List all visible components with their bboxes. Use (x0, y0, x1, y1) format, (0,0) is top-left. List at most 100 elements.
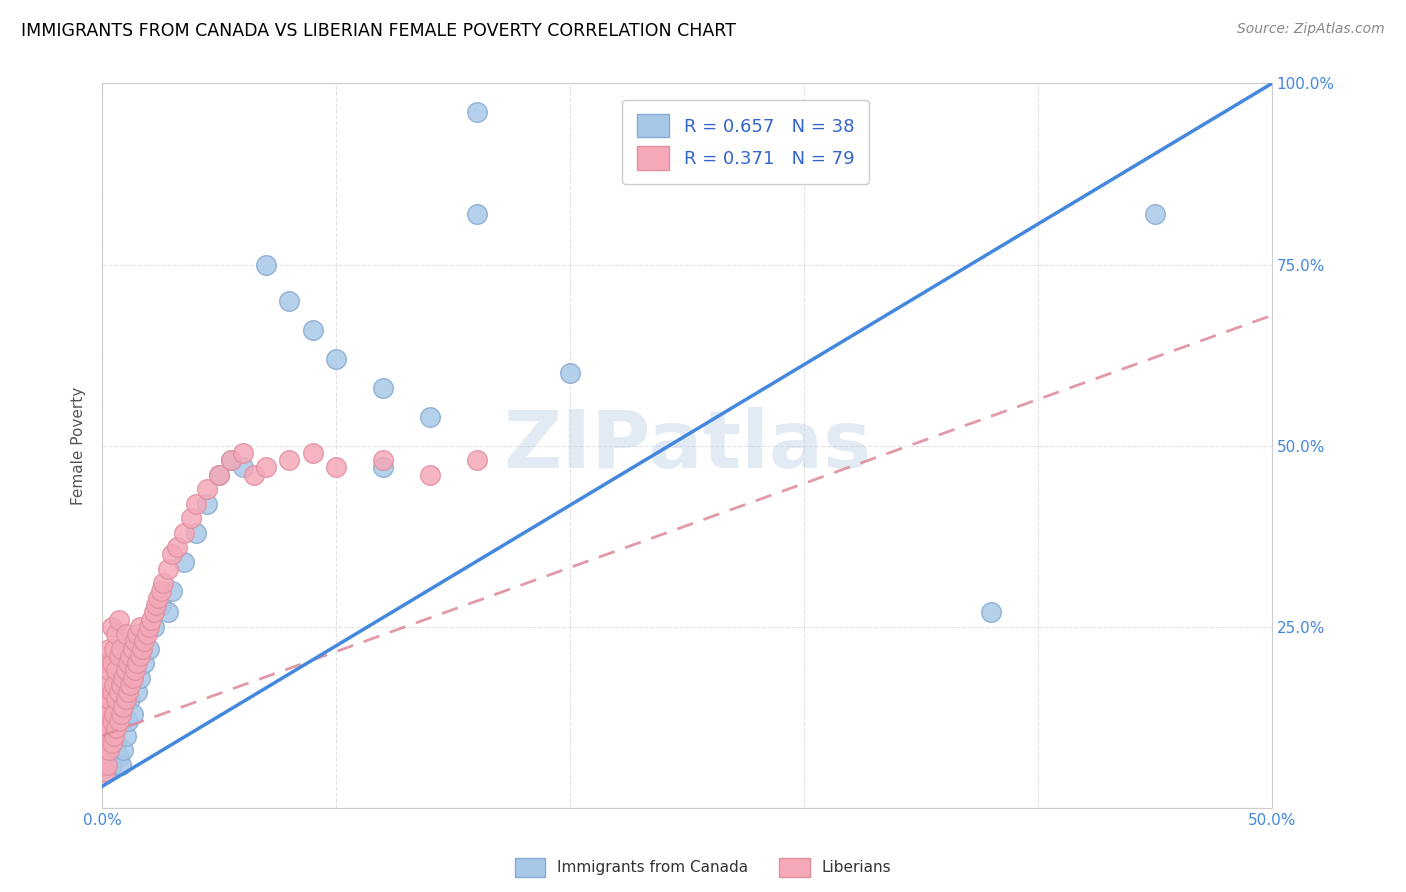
Point (100, 736, 122, 750)
Point (219, 453, 242, 467)
Point (232, 446, 254, 460)
Point (110, 706, 132, 721)
Point (114, 692, 136, 706)
Point (105, 722, 128, 736)
Point (100, 656, 122, 670)
Point (100, 620, 122, 634)
Point (301, 446, 323, 460)
Point (114, 664, 136, 678)
Point (114, 729, 136, 743)
Point (278, 293, 301, 308)
Point (152, 576, 174, 591)
Point (148, 591, 170, 605)
Point (121, 671, 143, 685)
Point (127, 685, 149, 699)
Point (134, 634, 156, 648)
Point (112, 671, 135, 685)
Point (173, 555, 195, 569)
Point (107, 750, 129, 764)
Point (558, 366, 581, 380)
Point (110, 757, 132, 772)
Point (103, 678, 125, 692)
Point (243, 467, 266, 482)
Point (254, 460, 277, 475)
Point (180, 511, 202, 525)
Point (117, 714, 139, 728)
Point (93, 743, 115, 757)
Point (184, 525, 207, 540)
Point (134, 656, 156, 670)
Point (145, 598, 167, 612)
Point (107, 613, 129, 627)
Point (112, 743, 135, 757)
Point (142, 620, 165, 634)
Point (156, 606, 179, 620)
Point (100, 714, 122, 728)
Point (93, 764, 115, 779)
Point (107, 685, 129, 699)
Point (325, 460, 347, 475)
Point (131, 641, 153, 656)
Point (142, 606, 165, 620)
Point (138, 620, 160, 634)
Point (156, 562, 179, 576)
Point (120, 678, 142, 692)
Point (96, 656, 118, 670)
Point (1143, 207, 1166, 221)
Point (197, 497, 219, 511)
Point (173, 525, 195, 540)
Point (135, 627, 157, 641)
Point (93, 714, 115, 728)
Point (127, 656, 149, 670)
Point (121, 641, 143, 656)
Point (100, 757, 122, 772)
Point (107, 648, 129, 663)
Point (103, 729, 125, 743)
Point (465, 105, 488, 120)
Point (301, 323, 323, 337)
Point (93, 692, 115, 706)
Point (103, 706, 125, 721)
Point (98, 641, 121, 656)
Point (419, 467, 441, 482)
Text: Source: ZipAtlas.com: Source: ZipAtlas.com (1237, 22, 1385, 37)
Point (465, 207, 488, 221)
Point (103, 641, 125, 656)
Point (124, 634, 146, 648)
Point (117, 656, 139, 670)
Point (162, 548, 184, 562)
Point (121, 706, 143, 721)
Point (232, 460, 254, 475)
Point (149, 598, 172, 612)
Point (419, 409, 441, 424)
Legend: Immigrants from Canada, Liberians: Immigrants from Canada, Liberians (508, 850, 898, 884)
Point (254, 258, 277, 272)
Point (105, 736, 128, 750)
Legend: R = 0.657   N = 38, R = 0.371   N = 79: R = 0.657 N = 38, R = 0.371 N = 79 (623, 100, 869, 184)
Text: ZIPatlas: ZIPatlas (503, 407, 872, 484)
Point (278, 453, 301, 467)
Point (197, 482, 219, 496)
Point (141, 613, 163, 627)
Point (120, 648, 142, 663)
Point (124, 664, 146, 678)
Point (110, 678, 132, 692)
Point (112, 699, 135, 714)
Point (208, 467, 231, 482)
Point (114, 627, 136, 641)
Point (371, 460, 394, 475)
Point (325, 351, 347, 366)
Point (105, 627, 128, 641)
Point (117, 685, 139, 699)
Point (465, 453, 488, 467)
Point (149, 583, 172, 598)
Point (184, 497, 207, 511)
Point (98, 692, 121, 706)
Point (98, 722, 121, 736)
Point (98, 743, 121, 757)
Y-axis label: Female Poverty: Female Poverty (72, 386, 86, 505)
Point (120, 692, 142, 706)
Point (371, 453, 394, 467)
Point (96, 757, 118, 772)
Point (98, 664, 121, 678)
